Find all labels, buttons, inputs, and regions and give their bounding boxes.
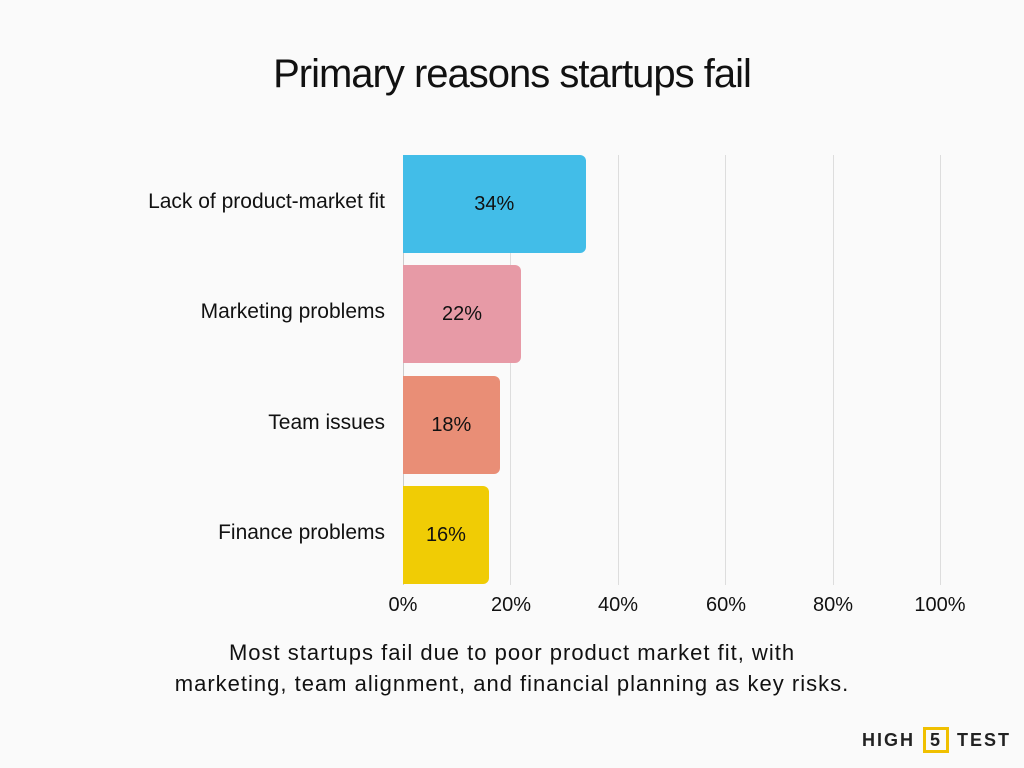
gridline [725,155,726,585]
brand-logo: HIGH 5 TEST [862,727,1011,753]
bar-marketing-problems: 22% [403,265,522,363]
logo-text-right: TEST [957,729,1012,750]
category-label: Marketing problems [200,300,385,323]
caption: Most startups fail due to poor product m… [0,637,1024,699]
category-label: Finance problems [218,521,385,544]
chart-title: Primary reasons startups fail [273,52,752,96]
x-tick: 40% [597,594,639,616]
category-label: Team issues [268,411,385,434]
bar-product-market-fit: 34% [403,155,586,253]
x-tick: 100% [914,594,966,616]
x-tick: 20% [490,594,532,616]
gridline [833,155,834,585]
logo-five-box: 5 [923,727,950,753]
bar-team-issues: 18% [403,376,500,474]
bar-finance-problems: 16% [403,486,489,584]
caption-line-2: marketing, team alignment, and financial… [174,671,850,696]
gridline [618,155,619,585]
gridline [940,155,941,585]
x-tick: 60% [705,594,747,616]
x-tick: 0% [388,594,418,616]
plot-area: 34% 22% 18% 16% [403,155,941,585]
logo-text-left: HIGH [862,729,915,750]
gridline [510,155,511,585]
y-axis-line [403,155,404,585]
category-label: Lack of product-market fit [148,190,385,213]
caption-line-1: Most startups fail due to poor product m… [228,640,796,665]
x-tick: 80% [812,594,854,616]
